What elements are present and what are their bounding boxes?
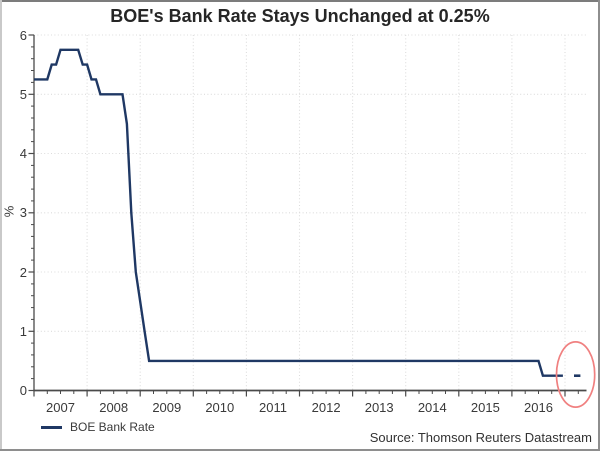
frame-border-top [0,0,600,2]
x-tick-label: 2014 [417,399,447,415]
chart-title: BOE's Bank Rate Stays Unchanged at 0.25% [110,6,490,26]
legend-label: BOE Bank Rate [70,420,155,434]
y-tick-label: 4 [19,146,27,161]
x-tick-label: 2015 [470,399,500,415]
frame-border-bottom [0,449,600,451]
source-note: Source: Thomson Reuters Datastream [369,430,592,445]
x-tick-label: 2012 [311,399,341,415]
y-tick-label: 6 [19,27,27,43]
legend-line-swatch [41,425,62,429]
highlight-ellipse [555,341,596,408]
y-tick-label: 5 [19,86,27,102]
y-tick-label: 2 [19,264,27,280]
x-tick-label: 2010 [205,399,235,415]
y-tick-label: 1 [19,323,27,339]
x-tick-label: 2009 [152,399,182,415]
x-tick-label: 2013 [364,399,394,415]
x-tick-label: 2016 [524,399,553,415]
y-tick-label: 3 [19,205,27,221]
y-tick-label: 0 [19,383,27,398]
frame-border-left [0,0,2,451]
legend: BOE Bank Rate [41,420,155,434]
x-tick-label: 2008 [99,399,129,415]
x-tick-label: 2011 [259,399,287,415]
x-tick-label: 2007 [46,399,75,415]
frame-border-right [598,0,600,451]
rate-line [34,48,563,377]
